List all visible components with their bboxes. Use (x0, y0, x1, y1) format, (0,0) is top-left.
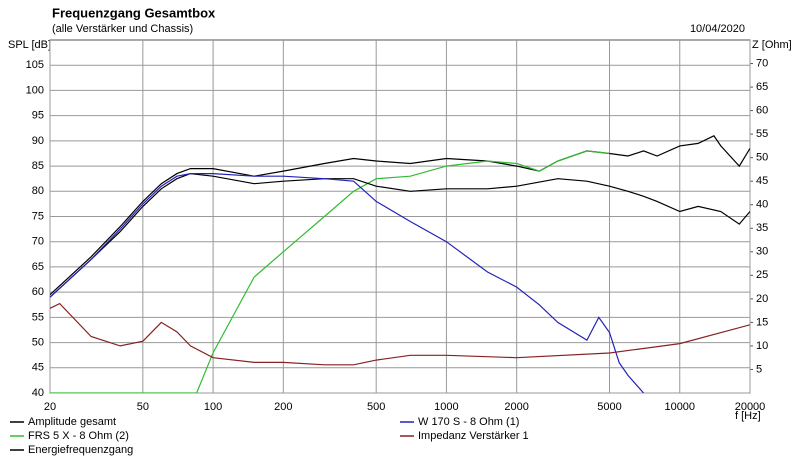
y2-tick-label: 70 (756, 57, 768, 69)
y2-tick-label: 40 (756, 199, 768, 211)
y-tick-label: 85 (32, 160, 44, 172)
x-tick-label: 20000 (735, 401, 766, 413)
y-tick-label: 95 (32, 110, 44, 122)
y2-tick-label: 50 (756, 152, 768, 164)
date: 10/04/2020 (690, 23, 745, 35)
y-tick-label: 105 (26, 59, 44, 71)
y-axis-label: SPL [dB] (8, 39, 51, 51)
legend-label: Impedanz Verstärker 1 (418, 430, 529, 442)
legend-label: FRS 5 X - 8 Ohm (2) (28, 430, 129, 442)
y-tick-label: 40 (32, 387, 44, 399)
y2-tick-label: 25 (756, 269, 768, 281)
y2-tick-label: 35 (756, 222, 768, 234)
legend-label: Amplitude gesamt (28, 416, 116, 428)
y-tick-label: 60 (32, 286, 44, 298)
x-tick-label: 5000 (597, 401, 621, 413)
legend-label: W 170 S - 8 Ohm (1) (418, 416, 519, 428)
legend-label: Energiefrequenzgang (28, 444, 133, 456)
y-tick-label: 50 (32, 336, 44, 348)
y-tick-label: 65 (32, 261, 44, 273)
x-tick-label: 20 (44, 401, 56, 413)
y-tick-label: 90 (32, 135, 44, 147)
y-tick-label: 80 (32, 185, 44, 197)
x-tick-label: 1000 (434, 401, 458, 413)
y2-tick-label: 65 (756, 81, 768, 93)
x-tick-label: 100 (204, 401, 222, 413)
y2-tick-label: 10 (756, 340, 768, 352)
y-tick-label: 70 (32, 236, 44, 248)
y-tick-label: 100 (26, 84, 44, 96)
y-tick-label: 55 (32, 311, 44, 323)
series-line (50, 150, 610, 393)
x-tick-label: 500 (367, 401, 385, 413)
x-axis-label: f [Hz] (735, 410, 761, 422)
y2-tick-label: 45 (756, 175, 768, 187)
y2-tick-label: 60 (756, 105, 768, 117)
chart-subtitle: (alle Verstärker und Chassis) (52, 23, 193, 35)
series-line (50, 172, 750, 298)
series-line (50, 173, 645, 393)
y-tick-label: 45 (32, 362, 44, 374)
y2-tick-label: 30 (756, 246, 768, 258)
y2-tick-label: 20 (756, 293, 768, 305)
x-tick-label: 10000 (664, 401, 695, 413)
chart-title: Frequenzgang Gesamtbox (52, 5, 216, 20)
series-line (50, 135, 750, 296)
x-tick-label: 50 (137, 401, 149, 413)
x-tick-label: 200 (274, 401, 292, 413)
y2-tick-label: 5 (756, 363, 762, 375)
y2-tick-label: 15 (756, 316, 768, 328)
x-tick-label: 2000 (504, 401, 528, 413)
y2-axis-label: Z [Ohm] (752, 39, 792, 51)
y2-tick-label: 55 (756, 128, 768, 140)
y-tick-label: 75 (32, 210, 44, 222)
series-line (50, 302, 750, 366)
